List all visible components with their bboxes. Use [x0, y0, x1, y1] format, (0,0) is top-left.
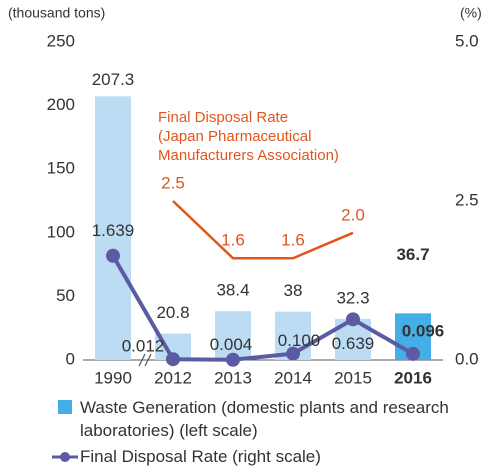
- y-tick-label: 0: [66, 349, 75, 368]
- y-tick-label: 200: [47, 95, 75, 114]
- point: [106, 248, 120, 263]
- bar-value-label: 38.4: [216, 281, 249, 300]
- x-tick-label: 2013: [214, 368, 252, 387]
- legend-marker: [60, 452, 70, 462]
- bar: [95, 96, 131, 361]
- y-tick-label: 100: [47, 222, 75, 241]
- line-value-label: 0.004: [210, 335, 253, 354]
- legend-bar: Waste Generation (domestic plants and re…: [58, 396, 480, 442]
- x-tick-label: 2015: [334, 368, 372, 387]
- line: [111, 254, 414, 362]
- annotation: (Japan Pharmaceutical: [158, 128, 311, 145]
- y2-tick-label: 0.0: [455, 349, 479, 368]
- y2-tick-label: 5.0: [455, 31, 479, 50]
- legend-label: Final Disposal Rate (right scale): [80, 447, 321, 466]
- legend-label: Waste Generation (domestic plants and re…: [80, 398, 449, 440]
- point: [406, 346, 420, 361]
- chart: (thousand tons) (%) 0 50 100 150 200 250 0.0 2.…: [8, 5, 482, 388]
- line-value-label: 0.639: [332, 334, 375, 353]
- bar: [215, 311, 251, 360]
- legend-line: Final Disposal Rate (right scale): [52, 445, 480, 468]
- y-tick-label: 150: [47, 159, 75, 178]
- x-tick-label: 2014: [274, 368, 312, 387]
- jpma-value-label: 1.6: [221, 231, 245, 250]
- jpma-value-label: 1.6: [281, 231, 305, 250]
- line-value-label: 0.012: [122, 337, 165, 356]
- y2-axis-label: (%): [460, 5, 482, 21]
- line: [172, 200, 354, 260]
- line-value-label: 1.639: [92, 221, 135, 240]
- point: [286, 346, 300, 361]
- line-value-label: 0.100: [278, 331, 321, 350]
- annotation: Manufacturers Association): [158, 147, 339, 164]
- y-tick-label: 50: [56, 286, 75, 305]
- bar-value-label: 20.8: [156, 303, 189, 322]
- bar-value-label: 32.3: [336, 288, 369, 307]
- bar-value-label: 36.7: [396, 245, 429, 264]
- jpma-value-label: 2.0: [341, 205, 365, 224]
- legend-swatch: [58, 400, 72, 414]
- point: [166, 352, 180, 367]
- point: [226, 352, 240, 367]
- bar-value-label: 207.3: [92, 70, 135, 89]
- x-tick-label: 1990: [94, 368, 132, 387]
- y-axis-label: (thousand tons): [8, 5, 105, 21]
- y2-tick-label: 2.5: [455, 190, 479, 209]
- legend-line-icon: [52, 452, 78, 462]
- point: [346, 312, 360, 327]
- jpma-value-label: 2.5: [161, 173, 185, 192]
- y-tick-label: 250: [47, 31, 75, 50]
- bar-value-label: 38: [284, 281, 303, 300]
- line-value-label: 0.096: [402, 321, 445, 340]
- annotation: Final Disposal Rate: [158, 109, 288, 126]
- x-tick-label: 2016: [394, 368, 432, 387]
- x-tick-label: 2012: [154, 368, 192, 387]
